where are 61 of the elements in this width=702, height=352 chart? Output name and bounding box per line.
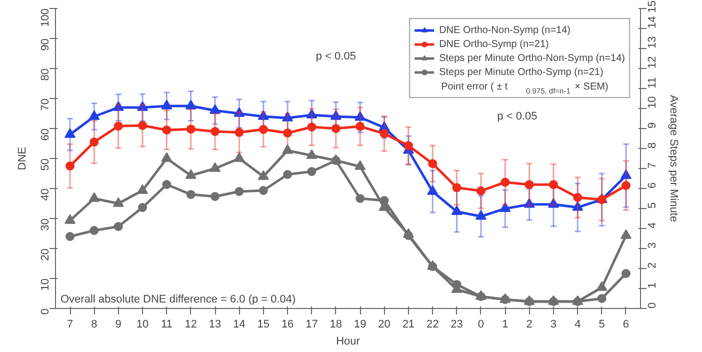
y2-tick-label: 3 (646, 242, 658, 248)
y-tick-label: 60 (40, 128, 52, 141)
x-tick-label: 22 (426, 318, 439, 330)
x-tick-label: 13 (208, 318, 222, 330)
x-tick-label: 20 (378, 318, 390, 330)
x-tick-label: 16 (281, 318, 294, 330)
x-tick-label: 14 (233, 318, 246, 330)
x-tick-label: 10 (136, 318, 149, 330)
y-tick-label: 70 (40, 98, 52, 111)
y2-tick-label: 5 (646, 202, 658, 208)
x-tick-label: 7 (66, 318, 74, 330)
y-axis-title: DNE (16, 146, 28, 170)
x-tick-label: 3 (550, 318, 557, 330)
y2-tick-label: 9 (646, 122, 658, 128)
x-tick-label: 12 (184, 318, 198, 330)
y2-tick-label: 12 (646, 56, 658, 68)
x-tick-label: 1 (502, 318, 508, 330)
annotation: Overall absolute DNE difference = 6.0 (p = 0.04) (60, 294, 296, 306)
y2-tick-label: 0 (646, 302, 658, 308)
y2-tick-label: 2 (646, 262, 658, 268)
y2-axis-title: Average Steps per Minute (668, 95, 680, 222)
y-tick-label: 50 (40, 158, 52, 171)
x-tick-label: 2 (526, 318, 532, 330)
x-tick-label: 5 (598, 318, 605, 330)
x-tick-label: 6 (622, 318, 630, 330)
x-tick-label: 21 (402, 318, 415, 330)
x-tick-label: 23 (450, 318, 463, 330)
x-tick-label: 8 (91, 318, 98, 330)
legend-label: DNE Ortho-Symp (n=21) (439, 38, 549, 51)
y-tick-label: 90 (40, 38, 52, 51)
x-axis-title: Hour (336, 336, 360, 348)
legend-label: Steps per Minute Ortho-Non-Symp (n=14) (439, 52, 625, 65)
y2-tick-label: 15 (646, 0, 658, 13)
x-tick-label: 18 (330, 318, 342, 330)
x-tick-label: 15 (257, 318, 270, 330)
x-tick-label: 4 (574, 318, 581, 330)
y-tick-label: 40 (40, 188, 52, 201)
x-tick-label: 0 (478, 318, 484, 330)
legend-label: Steps per Minute Ortho-Symp (n=21) (439, 66, 604, 79)
annotation: p < 0.05 (497, 110, 538, 122)
y2-tick-label: 13 (646, 36, 658, 48)
x-tick-label: 9 (115, 318, 122, 330)
x-tick-label: 11 (160, 318, 172, 330)
y2-tick-label: 1 (646, 282, 658, 288)
y-tick-label: 0 (40, 308, 52, 315)
y2-tick-label: 11 (646, 77, 658, 88)
y-tick-label: 20 (40, 248, 52, 261)
y2-tick-label: 4 (646, 222, 658, 228)
legend-label: DNE Ortho-Non-Symp (n=14) (439, 24, 571, 37)
y2-tick-label: 14 (646, 16, 658, 28)
y2-tick-label: 8 (646, 142, 658, 148)
annotation: p < 0.05 (316, 50, 356, 62)
y-tick-label: 10 (40, 278, 52, 291)
y-tick-label: 100 (40, 8, 52, 27)
y2-tick-label: 6 (646, 182, 658, 188)
x-tick-label: 19 (354, 318, 366, 330)
y-tick-label: 30 (40, 218, 52, 231)
y2-tick-label: 10 (646, 96, 658, 108)
x-tick-label: 17 (306, 318, 318, 330)
y2-tick-label: 7 (646, 162, 658, 168)
y-tick-label: 80 (40, 68, 52, 81)
